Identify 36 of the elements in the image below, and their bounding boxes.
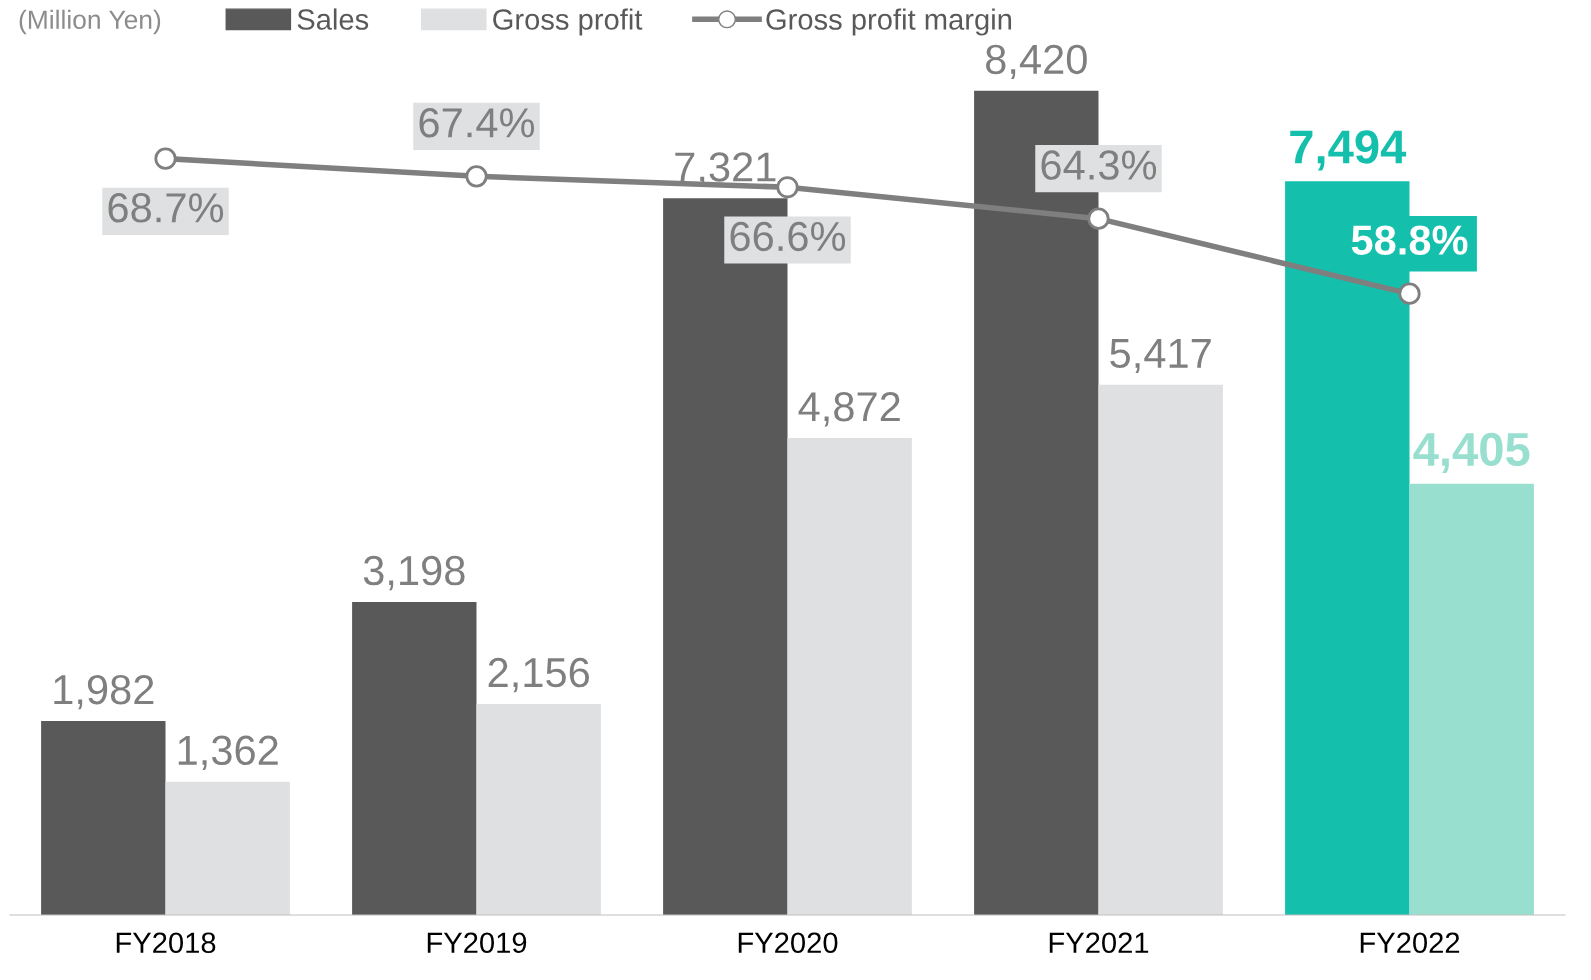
x-tick-label: FY2021 [1049, 932, 1149, 954]
legend-label: Sales [297, 8, 369, 30]
data-label: 1,362 [178, 735, 278, 771]
point [776, 176, 799, 199]
point [1398, 282, 1421, 305]
data-label: 8,420 [985, 44, 1087, 80]
point [154, 147, 177, 170]
data-label: 66.6% [730, 221, 846, 252]
legend-label: Gross profit [493, 8, 643, 36]
data-label: 67.4% [419, 108, 535, 138]
legend-label: Gross profit margin [766, 8, 1012, 36]
text: (Million Yen) [19, 9, 161, 35]
x-tick-label: FY2020 [738, 932, 838, 954]
x-tick-label: FY2019 [427, 932, 527, 954]
bar [165, 781, 290, 915]
data-label: 4,405 [1413, 432, 1530, 473]
data-label: 1,982 [54, 674, 154, 710]
bar [41, 720, 166, 915]
x-tick-label: FY2018 [116, 932, 216, 954]
bar [1098, 384, 1223, 915]
data-label: 68.7% [108, 193, 224, 223]
data-label: 2,156 [488, 657, 590, 693]
bar [787, 438, 912, 915]
data-label: 4,872 [798, 391, 900, 427]
data-label: 7,321 [675, 152, 776, 187]
point [465, 165, 488, 188]
data-label: 5,417 [1110, 339, 1211, 374]
point [1087, 207, 1110, 230]
data-label: 64.3% [1041, 150, 1157, 180]
bar [352, 601, 477, 915]
data-label: 58.8% [1351, 225, 1468, 255]
data-label: 3,198 [363, 555, 465, 591]
bar [476, 703, 601, 915]
x-tick-label: FY2022 [1360, 932, 1460, 954]
bar [1409, 483, 1534, 915]
data-label: 7,494 [1290, 130, 1407, 171]
